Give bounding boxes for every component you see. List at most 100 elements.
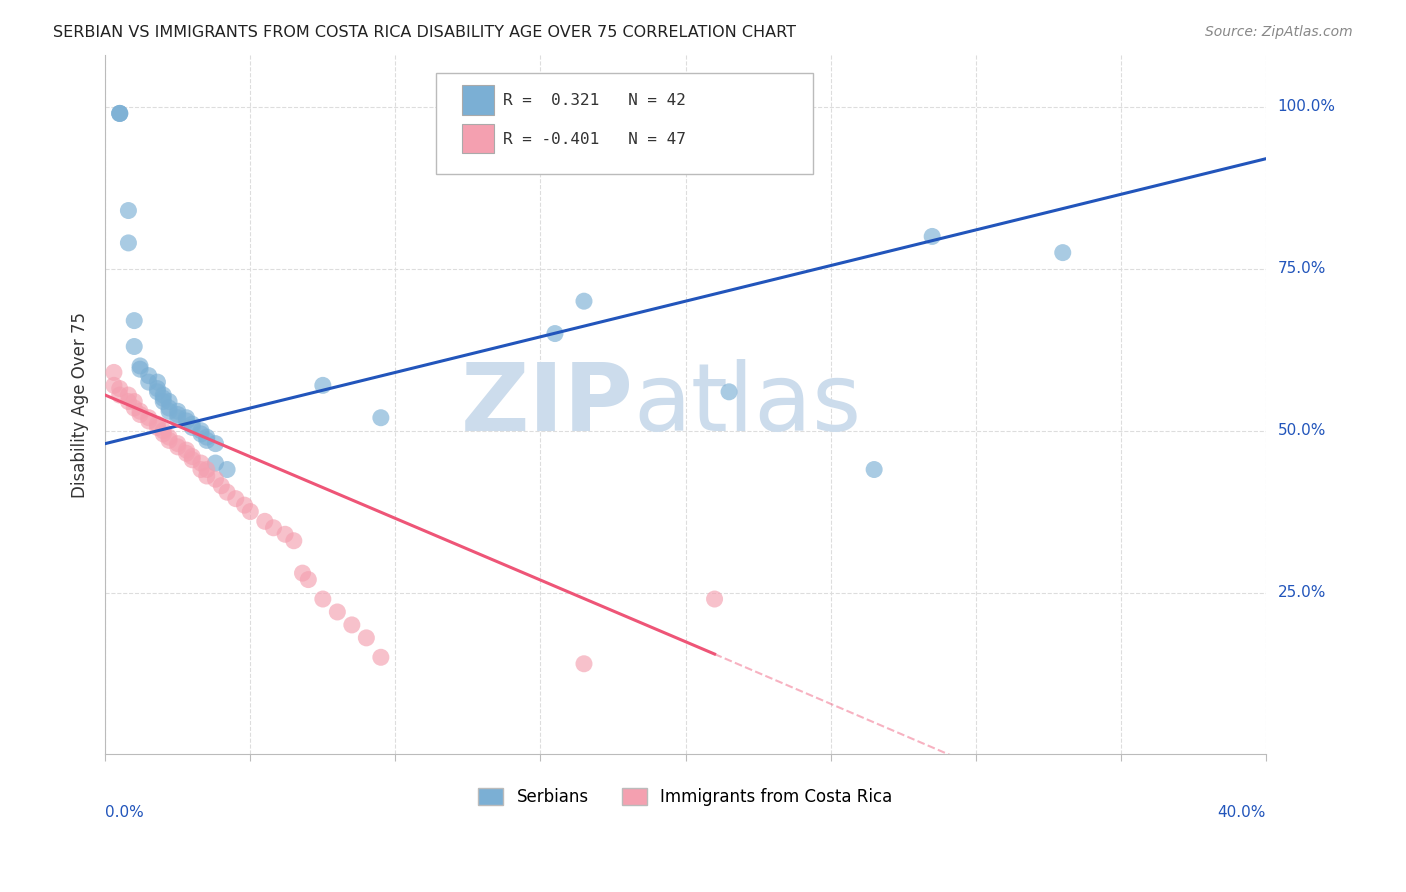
Point xyxy=(253,514,276,528)
Point xyxy=(181,417,204,432)
Legend: Serbians, Immigrants from Costa Rica: Serbians, Immigrants from Costa Rica xyxy=(471,781,900,813)
Point xyxy=(157,404,180,418)
Point xyxy=(129,359,152,373)
Point xyxy=(166,404,188,418)
Point xyxy=(166,436,188,450)
Point xyxy=(117,394,139,409)
Point xyxy=(108,106,131,120)
Point xyxy=(138,368,160,383)
Point xyxy=(544,326,567,341)
Text: SERBIAN VS IMMIGRANTS FROM COSTA RICA DISABILITY AGE OVER 75 CORRELATION CHART: SERBIAN VS IMMIGRANTS FROM COSTA RICA DI… xyxy=(53,25,796,40)
Point xyxy=(122,339,145,353)
Point xyxy=(217,485,239,500)
Point xyxy=(263,521,285,535)
Point xyxy=(129,408,152,422)
Point xyxy=(108,388,131,402)
Point xyxy=(209,479,232,493)
Point xyxy=(217,462,239,476)
Point xyxy=(146,382,169,396)
Y-axis label: Disability Age Over 75: Disability Age Over 75 xyxy=(72,312,89,498)
Point xyxy=(176,443,198,458)
Point xyxy=(176,414,198,428)
Text: 25.0%: 25.0% xyxy=(1278,585,1326,600)
Point xyxy=(195,469,218,483)
Point xyxy=(370,650,392,665)
Point xyxy=(146,384,169,399)
Point xyxy=(239,505,262,519)
Text: 100.0%: 100.0% xyxy=(1278,99,1336,114)
Point xyxy=(166,410,188,425)
Point xyxy=(146,420,169,434)
Point xyxy=(103,365,125,379)
Point xyxy=(146,375,169,389)
Point xyxy=(138,375,160,389)
Point xyxy=(117,203,139,218)
Point xyxy=(340,618,363,632)
Point xyxy=(312,592,335,607)
Text: ZIP: ZIP xyxy=(460,359,633,450)
Point xyxy=(195,430,218,444)
Point xyxy=(703,592,725,607)
Point xyxy=(157,434,180,448)
Point xyxy=(195,462,218,476)
Point xyxy=(370,410,392,425)
Point xyxy=(863,462,886,476)
Point xyxy=(103,378,125,392)
Point xyxy=(181,450,204,464)
Point xyxy=(190,426,212,441)
Point xyxy=(138,410,160,425)
Bar xyxy=(461,86,494,114)
Point xyxy=(157,401,180,415)
Point xyxy=(129,404,152,418)
FancyBboxPatch shape xyxy=(436,72,813,174)
Point xyxy=(572,657,595,671)
Point xyxy=(108,382,131,396)
Point xyxy=(225,491,247,506)
Point xyxy=(117,235,139,250)
Point xyxy=(233,498,256,512)
Text: 50.0%: 50.0% xyxy=(1278,423,1326,438)
Point xyxy=(312,378,335,392)
Point xyxy=(152,394,174,409)
Point xyxy=(283,533,305,548)
Point xyxy=(108,106,131,120)
Text: 40.0%: 40.0% xyxy=(1218,805,1265,820)
Point xyxy=(166,408,188,422)
Text: R = -0.401   N = 47: R = -0.401 N = 47 xyxy=(503,131,686,146)
Point xyxy=(152,388,174,402)
Point xyxy=(572,294,595,309)
Point xyxy=(181,420,204,434)
Text: 75.0%: 75.0% xyxy=(1278,261,1326,277)
Point xyxy=(291,566,314,581)
Point xyxy=(152,426,174,441)
Text: R =  0.321   N = 42: R = 0.321 N = 42 xyxy=(503,93,686,108)
Point xyxy=(138,414,160,428)
Point xyxy=(157,430,180,444)
Text: atlas: atlas xyxy=(633,359,862,450)
Point xyxy=(122,394,145,409)
Point xyxy=(129,362,152,376)
Point xyxy=(921,229,943,244)
Point xyxy=(176,446,198,460)
Point xyxy=(326,605,349,619)
Point xyxy=(190,424,212,438)
Point xyxy=(190,456,212,470)
Point xyxy=(204,472,226,486)
Point xyxy=(152,424,174,438)
Point xyxy=(146,417,169,432)
Point xyxy=(718,384,741,399)
Text: Source: ZipAtlas.com: Source: ZipAtlas.com xyxy=(1205,25,1353,39)
Point xyxy=(157,394,180,409)
Bar xyxy=(461,124,494,153)
Point xyxy=(122,401,145,415)
Text: 0.0%: 0.0% xyxy=(105,805,143,820)
Point xyxy=(1052,245,1074,260)
Point xyxy=(204,456,226,470)
Point xyxy=(195,434,218,448)
Point xyxy=(108,106,131,120)
Point xyxy=(176,410,198,425)
Point xyxy=(274,527,297,541)
Point xyxy=(117,388,139,402)
Point xyxy=(356,631,378,645)
Point xyxy=(152,392,174,406)
